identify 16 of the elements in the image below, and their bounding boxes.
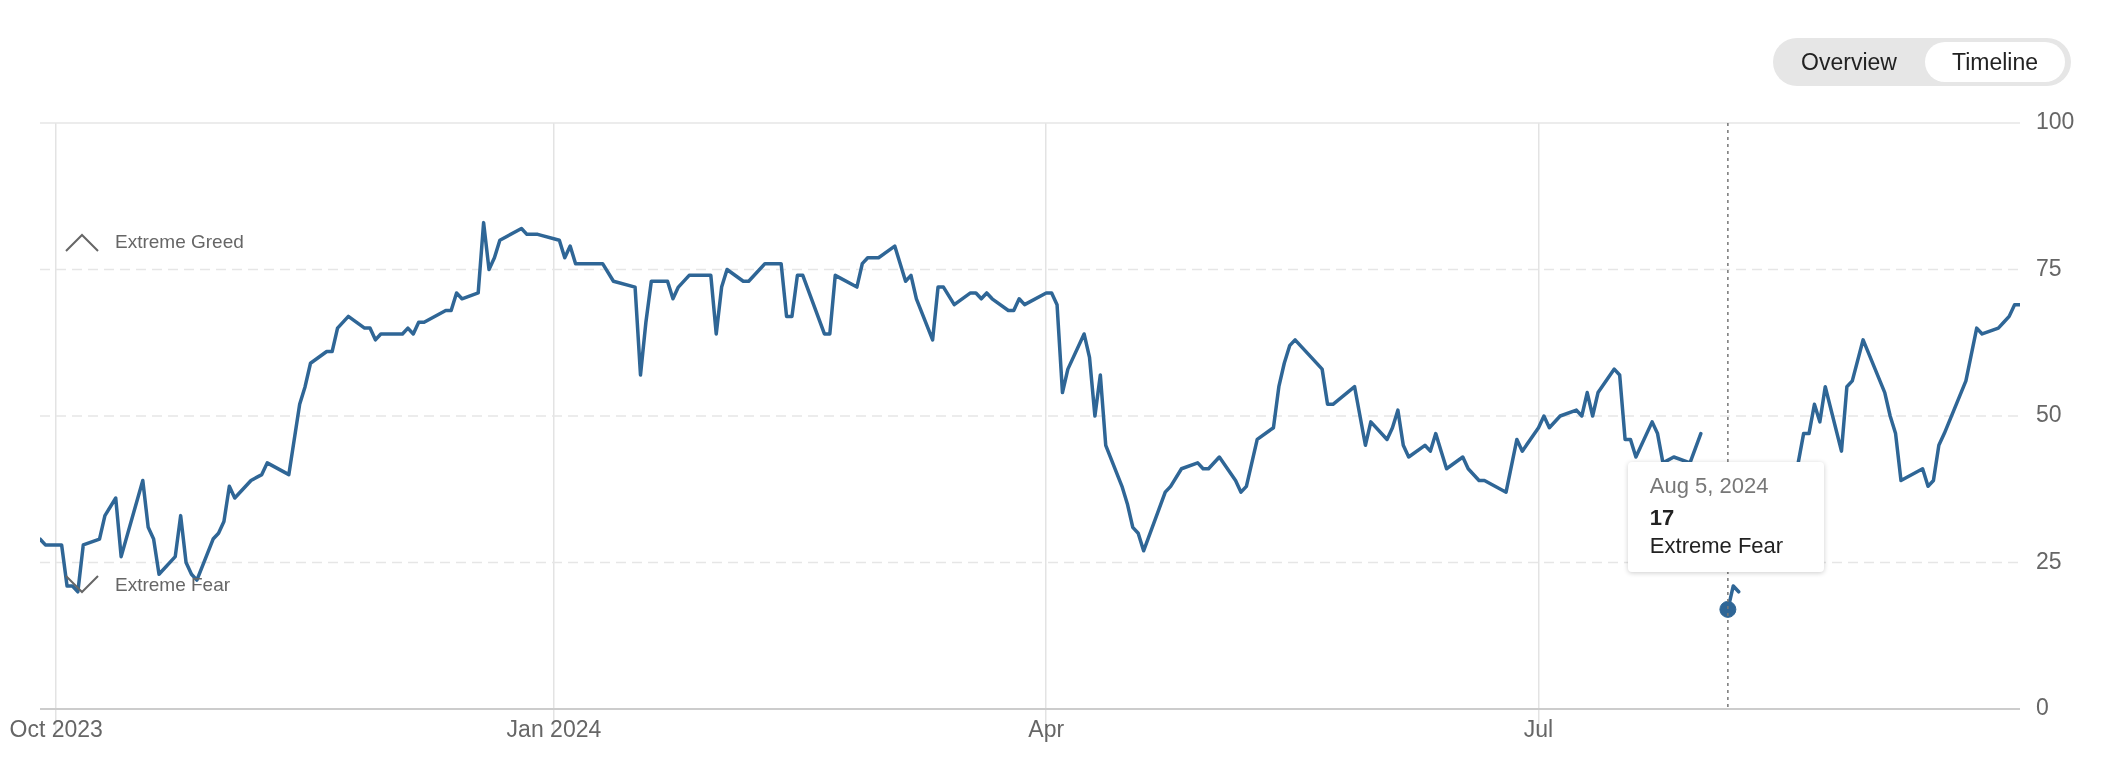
x-tick-label: Apr [1028,716,1065,743]
x-tick-label: Oct 2023 [9,716,103,743]
annotation: Extreme Fear [1649,532,1785,561]
annotation: Extreme Fear [115,574,231,596]
text: Overview [1800,48,1898,77]
y-tick-label: 100 [2036,108,2075,135]
y-tick-label: 25 [2036,547,2062,574]
text: Timeline [1925,42,2065,82]
y-tick-label: 75 [2036,254,2062,281]
x-tick-label: Jan 2024 [506,716,602,743]
annotation: Aug 5, 2024 [1649,472,1770,501]
annotation: 17 [1649,504,1676,533]
y-tick-label: 50 [2036,401,2062,428]
x-tick-label: Jul [1523,716,1554,743]
annotation: Extreme Greed [115,231,244,253]
y-tick-label: 0 [2036,694,2049,721]
